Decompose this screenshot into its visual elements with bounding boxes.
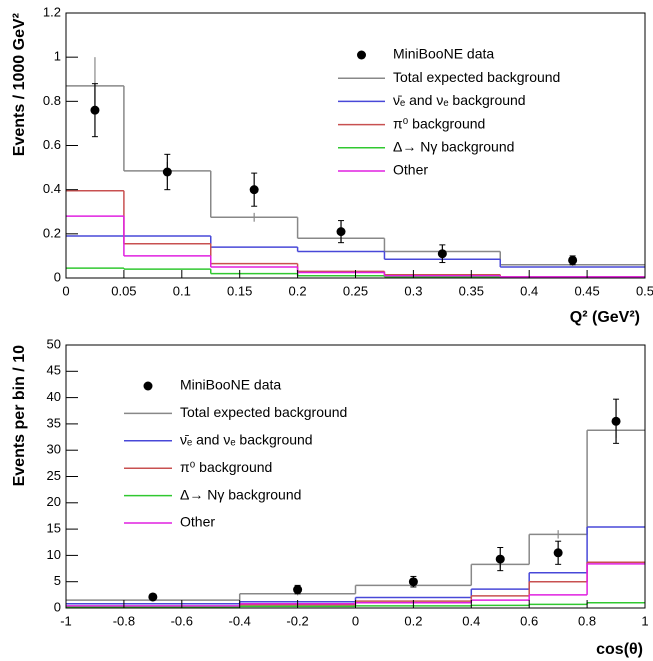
legend-label: MiniBooNE data <box>180 377 281 393</box>
x-tick-label: -1 <box>60 613 72 628</box>
data-point <box>611 416 621 426</box>
plot-frame <box>65 344 646 609</box>
legend-label: ν̄ₑ and νₑ background <box>393 92 526 108</box>
legend-label: Total expected background <box>180 404 347 420</box>
y-tick-label: 0 <box>54 269 61 284</box>
y-tick-label: 25 <box>47 468 61 483</box>
data-point <box>293 585 303 595</box>
x-tick-label: -0.4 <box>228 613 250 628</box>
y-tick-label: 0.4 <box>43 181 61 196</box>
y-tick-label: 45 <box>47 363 61 378</box>
y-tick-label: 0.6 <box>43 137 61 152</box>
data-point <box>553 548 563 558</box>
data-point <box>336 227 346 237</box>
x-tick-label: 0.3 <box>404 283 422 298</box>
y-tick-label: 20 <box>47 494 61 509</box>
x-tick-label: 0.8 <box>578 613 596 628</box>
x-tick-label: 0 <box>352 613 359 628</box>
data-point <box>495 554 505 564</box>
x-tick-label: 0 <box>62 283 69 298</box>
x-tick-label: -0.8 <box>113 613 135 628</box>
data-point <box>162 167 172 177</box>
y-axis-label: Events per bin / 10 <box>11 345 28 486</box>
data-point <box>90 105 100 115</box>
legend-label: Other <box>180 514 215 530</box>
y-tick-label: 50 <box>47 336 61 351</box>
x-tick-label: 0.15 <box>227 283 252 298</box>
y-tick-label: 35 <box>47 415 61 430</box>
data-point <box>408 577 418 587</box>
data-point <box>148 592 158 602</box>
x-tick-label: -0.6 <box>171 613 193 628</box>
x-tick-label: 0.05 <box>111 283 136 298</box>
y-axis-label: Events / 1000 GeV² <box>11 13 28 156</box>
legend-label: MiniBooNE data <box>393 46 494 62</box>
legend-label: π⁰ background <box>180 459 272 475</box>
x-tick-label: 0.1 <box>173 283 191 298</box>
y-tick-label: 1 <box>54 49 61 64</box>
x-tick-label: 0.35 <box>459 283 484 298</box>
legend-label: Other <box>393 162 428 178</box>
x-axis-label: Q² (GeV²) <box>570 309 640 326</box>
legend-label: Δ→ Nγ background <box>180 486 301 502</box>
legend-label: ν̄ₑ and νₑ background <box>180 432 313 448</box>
legend-label: π⁰ background <box>393 115 485 131</box>
y-tick-label: 0.2 <box>43 225 61 240</box>
x-tick-label: 0.5 <box>636 283 653 298</box>
x-tick-label: 0.45 <box>574 283 599 298</box>
y-tick-label: 10 <box>47 547 61 562</box>
x-tick-label: 0.4 <box>462 613 480 628</box>
legend-marker <box>143 381 153 391</box>
x-tick-label: 0.25 <box>343 283 368 298</box>
y-tick-label: 0 <box>54 599 61 614</box>
y-tick-label: 0.8 <box>43 93 61 108</box>
x-tick-label: 0.2 <box>404 613 422 628</box>
x-axis-label: cos(θ) <box>596 641 643 658</box>
y-tick-label: 5 <box>54 573 61 588</box>
x-tick-label: 0.6 <box>520 613 538 628</box>
y-tick-label: 30 <box>47 442 61 457</box>
x-tick-label: -0.2 <box>286 613 308 628</box>
legend-label: Δ→ Nγ background <box>393 139 514 155</box>
x-tick-label: 0.2 <box>289 283 307 298</box>
legend-label: Total expected background <box>393 69 560 85</box>
y-tick-label: 1.2 <box>43 4 61 19</box>
data-point <box>249 185 259 195</box>
data-point <box>437 249 447 259</box>
y-tick-label: 40 <box>47 389 61 404</box>
legend-marker <box>357 50 366 60</box>
x-tick-label: 1 <box>641 613 648 628</box>
x-tick-label: 0.4 <box>520 283 538 298</box>
y-tick-label: 15 <box>47 521 61 536</box>
data-point <box>568 255 578 265</box>
